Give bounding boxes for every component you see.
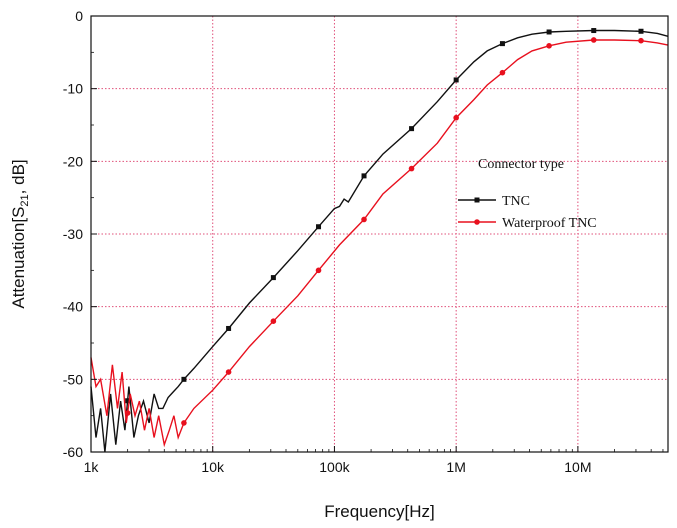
x-axis-title: Frequency[Hz] (324, 502, 435, 521)
y-tick-label: -10 (63, 81, 83, 97)
data-point-marker (546, 29, 552, 35)
x-tick-label: 1k (84, 459, 100, 475)
data-point-marker (499, 69, 506, 76)
data-point-marker (270, 275, 276, 281)
series-layer (90, 28, 669, 453)
data-point-marker (181, 376, 187, 382)
data-point-marker (225, 369, 232, 375)
data-point-marker (226, 325, 232, 331)
y-axis-title-subscript: 21 (19, 194, 31, 206)
grid-lines (91, 16, 668, 452)
series-tnc (90, 28, 669, 453)
legend-swatch-marker (474, 197, 480, 203)
data-point-marker (638, 28, 644, 34)
y-tick-label: -40 (63, 299, 83, 315)
data-point-marker (181, 420, 187, 426)
data-point-marker (408, 165, 415, 172)
legend-title: Connector type (478, 157, 564, 172)
data-point-marker (409, 126, 415, 132)
series-line (90, 29, 669, 453)
data-point-marker (125, 398, 131, 404)
legend-item: Waterproof TNC (458, 216, 597, 231)
data-point-marker (546, 42, 552, 49)
y-tick-label: -20 (63, 153, 83, 169)
x-tick-label: 100k (319, 459, 350, 475)
legend-item: TNC (458, 194, 530, 209)
x-tick-label: 1M (446, 459, 465, 475)
legend-swatch-marker (474, 219, 480, 225)
y-axis-title: Attenuation[S21, dB] (9, 159, 31, 308)
data-point-marker (361, 173, 367, 179)
x-tick-label: 10M (564, 459, 591, 475)
tick-layer: 1k 10k 100k 1M 10M 0 -10 -20 -30 -40 -50 -60 (63, 8, 664, 475)
series-line (90, 39, 669, 448)
y-axis-title-main: Attenuation[S (9, 207, 28, 309)
data-point-marker (270, 318, 277, 325)
y-tick-label: 0 (75, 8, 83, 24)
data-point-marker (499, 41, 505, 47)
series-waterproof-tnc (90, 37, 669, 448)
data-point-marker (361, 216, 367, 223)
data-point-marker (316, 224, 322, 230)
data-point-marker (315, 267, 322, 274)
data-point-marker (591, 28, 597, 34)
data-point-marker (453, 77, 459, 83)
data-point-marker (590, 37, 597, 43)
legend-label: Waterproof TNC (502, 216, 597, 231)
y-tick-label: -30 (63, 226, 83, 242)
legend: Connector type TNC Waterproof TNC (458, 157, 597, 231)
y-axis-title-unit: , dB] (9, 159, 28, 194)
legend-items: TNC Waterproof TNC (458, 194, 597, 231)
legend-label: TNC (502, 194, 530, 209)
y-tick-label: -60 (63, 444, 83, 460)
data-point-marker (638, 37, 644, 44)
x-tick-label: 10k (201, 459, 225, 475)
y-tick-label: -50 (63, 371, 83, 387)
data-point-marker (453, 114, 459, 121)
data-point-marker (124, 410, 131, 416)
